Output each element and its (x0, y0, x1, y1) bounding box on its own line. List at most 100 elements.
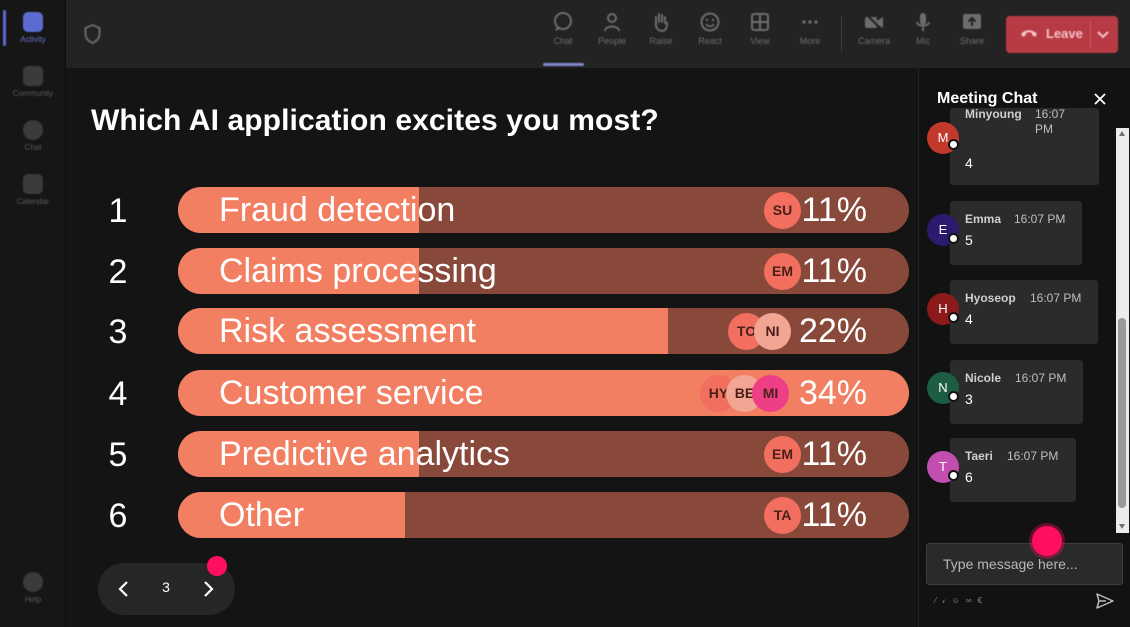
scroll-down-arrow-icon[interactable] (1119, 524, 1125, 529)
message-author: Taeri (965, 449, 993, 463)
format-toolbar[interactable]: ⁄ 𝒾 ☺ ∞ € (935, 596, 985, 605)
toolbar-react-button[interactable]: React (688, 12, 732, 46)
presence-dot (948, 233, 959, 244)
poll-stage: Which AI application excites you most? 1… (66, 68, 918, 627)
toolbar-mic-button[interactable]: Mic (901, 12, 945, 46)
message-time: 16:07 PM (1014, 212, 1066, 226)
option-number: 2 (108, 253, 128, 291)
phone-hangup-icon (1021, 30, 1037, 37)
option-percent: 22% (798, 312, 867, 350)
message-text: 4 (965, 155, 973, 171)
option-percent: 34% (798, 374, 867, 412)
chat-icon (554, 12, 572, 31)
toolbar-raise-button[interactable]: Raise (639, 12, 683, 46)
poll-option: 6 Other TA 11% (66, 492, 918, 538)
option-percent: 11% (801, 252, 867, 290)
chevron-left-icon[interactable] (112, 577, 136, 601)
toolbar-divider (841, 16, 842, 52)
chat-message-input[interactable] (926, 543, 1123, 585)
more-icon (802, 20, 818, 24)
option-label: Risk assessment (219, 312, 476, 350)
rail-active-indicator (3, 10, 6, 46)
leave-button[interactable]: Leave (1006, 16, 1118, 53)
option-number: 4 (108, 375, 128, 413)
rail-item-label: Activity (20, 35, 46, 44)
voter-avatar: NI (754, 313, 791, 350)
presence-dot (948, 139, 959, 150)
scrollbar-thumb[interactable] (1118, 318, 1126, 508)
option-label: Customer service (219, 374, 484, 412)
rail-item-activity[interactable]: Activity (0, 12, 66, 44)
option-fill (178, 248, 420, 294)
option-label: Predictive analytics (219, 435, 511, 473)
option-bar[interactable]: Claims processing EM 11% (178, 248, 909, 294)
chat-message: Nicole 16:07 PM 3 (950, 360, 1083, 424)
bell-icon (23, 12, 43, 32)
option-label: Claims processing (219, 252, 497, 290)
react-icon (700, 12, 720, 32)
rail-item-help[interactable]: Help (0, 572, 66, 604)
option-fill (178, 187, 420, 233)
option-bar[interactable]: Other TA 11% (178, 492, 909, 538)
calendar-icon (23, 174, 43, 194)
chat-message: Minyoung 16:07 PM 4 (950, 107, 1099, 185)
rail-item-label: Calendar (16, 197, 50, 206)
app-rail: Activity Community Chat Calendar Help (0, 0, 66, 627)
toolbar-more-button[interactable]: More (788, 12, 832, 46)
chat-title: Meeting Chat (937, 90, 1038, 107)
rail-item-chat[interactable]: Chat (0, 120, 66, 152)
rail-item-calendar[interactable]: Calendar (0, 174, 66, 206)
voter-avatar: EM (764, 253, 801, 290)
option-number: 3 (108, 313, 128, 351)
option-bar[interactable]: Predictive analytics EM 11% (178, 431, 909, 477)
toolbar-label: Share (959, 36, 985, 46)
message-text: 3 (965, 391, 973, 407)
message-text: 4 (965, 311, 973, 327)
toolbar-label: Mic (916, 36, 930, 46)
option-label: Other (219, 496, 305, 534)
rail-item-label: Community (12, 89, 54, 98)
toolbar-label: React (698, 36, 722, 46)
toolbar-share-button[interactable]: Share (950, 12, 994, 46)
toolbar-label: Raise (649, 36, 673, 46)
toolbar-label: More (799, 36, 821, 46)
chevron-right-icon[interactable] (196, 577, 220, 601)
message-author: Emma (965, 212, 1002, 226)
presence-dot (948, 312, 959, 323)
chat-message: Hyoseop 16:07 PM 4 (950, 280, 1098, 344)
chat-message: Emma 16:07 PM 5 (950, 201, 1082, 265)
send-icon[interactable] (1095, 592, 1115, 610)
leave-label: Leave (1046, 26, 1083, 41)
rail-item-label: Chat (24, 143, 42, 152)
option-bar[interactable]: Customer service HY BE MI 34% (178, 370, 909, 416)
option-bar[interactable]: Fraud detection SU 11% (178, 187, 909, 233)
option-number: 5 (108, 436, 128, 474)
toolbar-camera-button[interactable]: Camera (852, 12, 896, 46)
pointer-indicator (207, 556, 227, 576)
camera-off-icon (865, 13, 883, 31)
message-author: Minyoung (965, 107, 1022, 121)
rail-item-community[interactable]: Community (0, 66, 66, 98)
option-percent: 11% (801, 191, 867, 229)
chevron-down-icon[interactable] (1096, 28, 1110, 40)
scroll-up-arrow-icon[interactable] (1119, 131, 1125, 136)
toolbar-label: View (750, 36, 770, 46)
voter-avatar: SU (764, 192, 801, 229)
poll-option: 4 Customer service HY BE MI 34% (66, 370, 918, 416)
people-icon (604, 13, 620, 32)
option-fill (178, 308, 668, 354)
toolbar-view-button[interactable]: View (738, 12, 782, 46)
chat-icon (23, 120, 43, 140)
voter-avatar: EM (764, 436, 801, 473)
option-bar[interactable]: Risk assessment TO NI 22% (178, 308, 909, 354)
poll-question: Which AI application excites you most? (91, 104, 659, 137)
shield-icon (84, 24, 101, 44)
toolbar-active-indicator (543, 63, 584, 66)
toolbar-chat-button[interactable]: Chat (541, 12, 585, 46)
page-number: 3 (162, 579, 170, 595)
toolbar-label: Chat (553, 36, 573, 46)
close-icon[interactable] (1091, 90, 1109, 108)
chat-scrollbar[interactable] (1116, 128, 1129, 533)
poll-option: 1 Fraud detection SU 11% (66, 187, 918, 233)
toolbar-people-button[interactable]: People (590, 12, 634, 46)
